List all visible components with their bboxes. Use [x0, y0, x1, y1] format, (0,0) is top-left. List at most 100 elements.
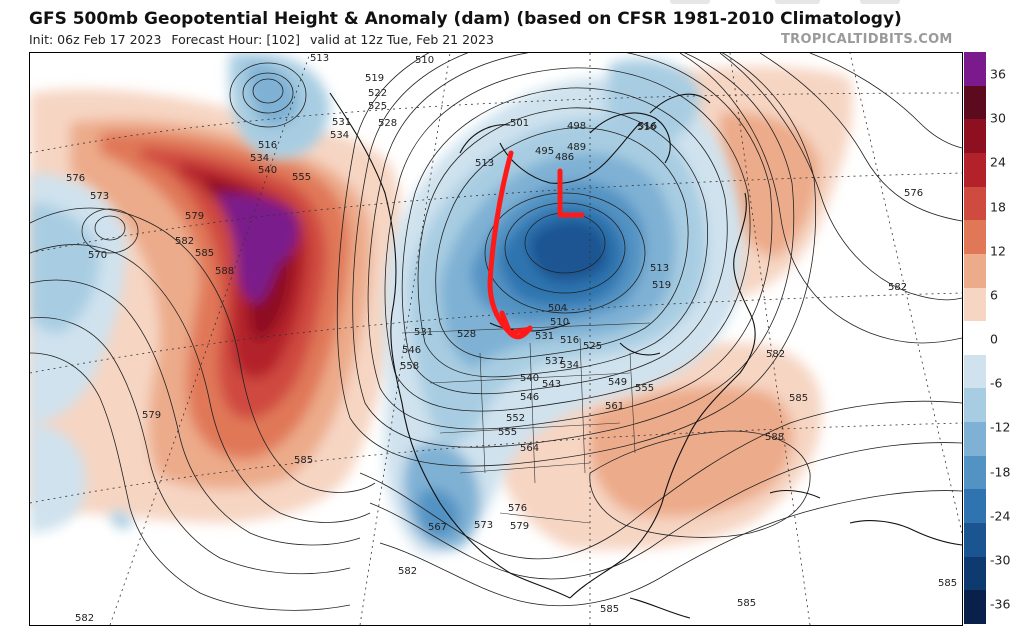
lat-lon-grid — [30, 53, 962, 625]
colorbar-segment — [964, 388, 986, 423]
cropped-ui-fragment — [670, 0, 710, 4]
colorbar-label: -36 — [990, 596, 1011, 612]
contour-label: 555 — [292, 172, 311, 183]
colorbar-label: 24 — [990, 154, 1006, 170]
colorbar-segment — [964, 287, 986, 322]
cropped-ui-fragment — [860, 0, 900, 4]
annotation-low-marker — [557, 168, 585, 218]
contour-label: 546 — [402, 345, 421, 356]
colorbar-label: -6 — [990, 375, 1003, 391]
colorbar-label: 6 — [990, 287, 998, 303]
contour-label: 546 — [520, 392, 539, 403]
colorbar-label: -30 — [990, 552, 1011, 568]
contour-label: 585 — [938, 578, 957, 589]
colorbar-segment — [964, 119, 986, 154]
colorbar-segment — [964, 556, 986, 591]
colorbar-segment — [964, 590, 986, 625]
map-header: GFS 500mb Geopotential Height & Anomaly … — [0, 0, 1022, 52]
anomaly-colorbar — [964, 52, 986, 625]
contour-label: 516 — [258, 140, 277, 151]
forecast-hour: Forecast Hour: [102] — [171, 32, 300, 47]
contour-label: 525 — [583, 341, 602, 352]
colorbar-segment — [964, 489, 986, 524]
contour-label: 561 — [605, 401, 624, 412]
contour-label: 570 — [88, 250, 107, 261]
contour-label: 519 — [652, 280, 671, 291]
colorbar-segment — [964, 354, 986, 389]
colorbar-segment — [964, 253, 986, 289]
contour-label: 573 — [474, 520, 493, 531]
contour-label: 510 — [415, 55, 434, 66]
contour-label: 498 — [567, 121, 586, 132]
contour-label: 513 — [310, 53, 329, 64]
contour-label: 513 — [650, 263, 669, 274]
contour-label: 582 — [888, 282, 907, 293]
contour-label: 504 — [548, 303, 567, 314]
colorbar-label: 12 — [990, 243, 1006, 259]
contour-label: 501 — [510, 118, 529, 129]
contour-label: 531 — [332, 117, 351, 128]
contour-label: 510 — [550, 317, 569, 328]
contour-label: 528 — [378, 118, 397, 129]
map-title: GFS 500mb Geopotential Height & Anomaly … — [29, 9, 902, 29]
contour-label: 531 — [535, 331, 554, 342]
contour-label: 585 — [294, 455, 313, 466]
contour-label: 576 — [904, 188, 923, 199]
contour-label: 540 — [520, 373, 539, 384]
contour-label: 540 — [258, 165, 277, 176]
contour-label: 582 — [175, 236, 194, 247]
contour-label: 531 — [414, 327, 433, 338]
contour-label: 576 — [66, 173, 85, 184]
colorbar-label: 18 — [990, 199, 1006, 214]
map-subtitle: Init: 06z Feb 17 2023 Forecast Hour: [10… — [29, 32, 500, 47]
colorbar-segment — [964, 186, 986, 221]
contour-label: 585 — [789, 393, 808, 404]
contour-label: 555 — [498, 427, 517, 438]
colorbar-segment — [964, 220, 986, 255]
contour-label: 486 — [555, 152, 574, 163]
colorbar-label: 36 — [990, 66, 1006, 82]
colorbar-label: -24 — [990, 508, 1011, 524]
colorbar-segment — [964, 85, 986, 120]
contour-label: 549 — [608, 377, 627, 388]
contour-label: 579 — [142, 410, 161, 421]
contour-label: 552 — [506, 413, 525, 424]
colorbar-label: -12 — [990, 419, 1011, 435]
state-boundaries — [401, 322, 651, 524]
contour-label: 579 — [510, 521, 529, 532]
colorbar-label: 0 — [990, 331, 998, 347]
contour-label: 585 — [600, 604, 619, 615]
contour-label: 534 — [250, 153, 269, 164]
height-anomaly-map: 519 522 525 528 531 534 516 534 540 555 … — [29, 52, 963, 626]
colorbar-segment — [964, 455, 986, 490]
colorbar-labels: 36 30 24 18 12 6 0 -6 -12 -18 -24 -30 -36 — [986, 52, 1022, 624]
coastlines — [329, 92, 962, 619]
contour-label: 585 — [195, 248, 214, 259]
init-time: Init: 06z Feb 17 2023 — [29, 32, 162, 47]
contour-label: 582 — [766, 349, 785, 360]
colorbar-segment — [964, 523, 986, 558]
contour-label: 543 — [542, 379, 561, 390]
contour-label: 495 — [535, 146, 554, 157]
contour-label: 582 — [75, 613, 94, 624]
colorbar-segment — [964, 321, 986, 356]
valid-time: valid at 12z Tue, Feb 21 2023 — [309, 32, 494, 47]
contour-label: 516 — [637, 122, 656, 133]
contour-label: 573 — [90, 191, 109, 202]
contour-label: 588 — [215, 266, 234, 277]
annotation-arrow — [487, 150, 533, 340]
contour-label: 567 — [428, 522, 447, 533]
contour-label: 582 — [398, 566, 417, 577]
contour-label: 588 — [765, 432, 784, 443]
contour-label: 579 — [185, 211, 204, 222]
contour-label: 525 — [368, 101, 387, 112]
contour-label: 519 — [365, 73, 384, 84]
colorbar-segment — [964, 52, 986, 87]
contour-label: 528 — [457, 329, 476, 340]
contour-label: 564 — [520, 443, 539, 454]
contour-label: 585 — [737, 598, 756, 609]
contour-label: 516 — [560, 335, 579, 346]
contour-label: 576 — [508, 503, 527, 514]
colorbar-label: 30 — [990, 110, 1006, 126]
cropped-ui-fragment — [775, 0, 820, 4]
